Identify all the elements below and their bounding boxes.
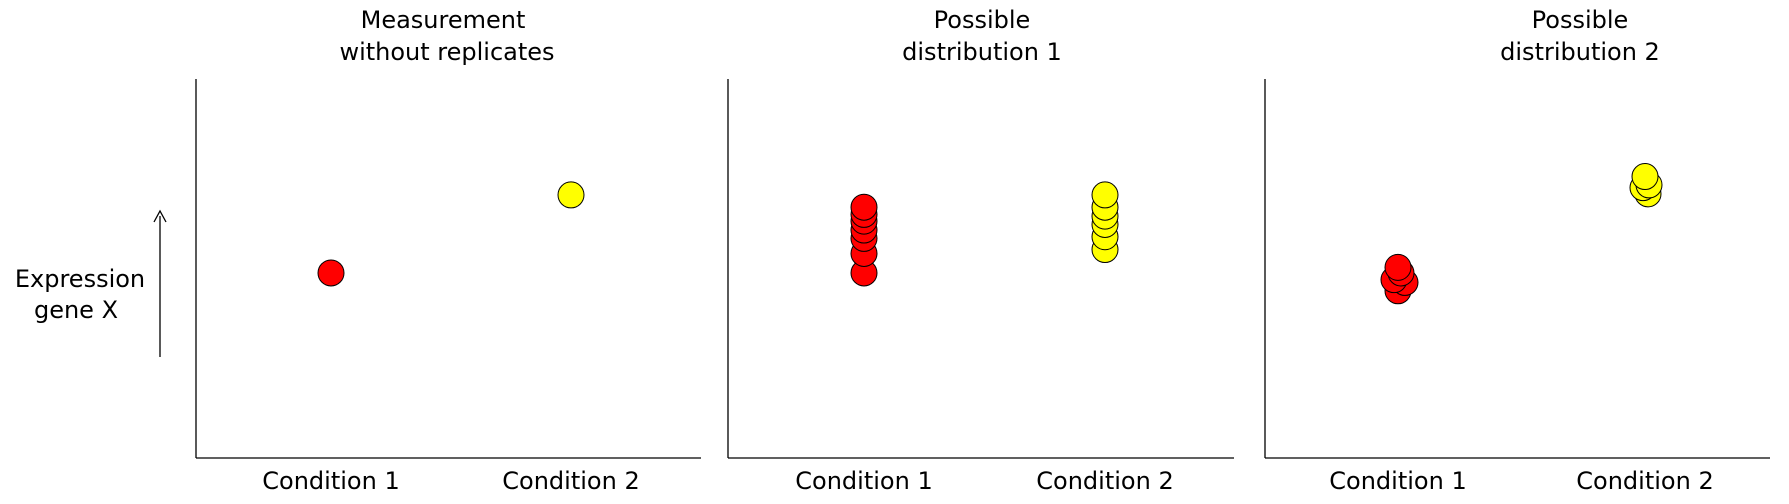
data-points (1380, 163, 1663, 305)
data-point-condition-2 (557, 181, 585, 209)
x-tick-label-condition-2: Condition 2 (502, 467, 639, 495)
x-tick-label-condition-2: Condition 2 (1576, 467, 1713, 495)
y-axis-label-line-2: gene X (34, 296, 118, 324)
x-tick-label-condition-2: Condition 2 (1036, 467, 1173, 495)
panel-measurement-without-replicates: Measurement without replicates Condition… (195, 6, 701, 495)
panel-title-line-2: distribution 2 (1500, 38, 1660, 66)
panel-title-line-1: Possible (934, 6, 1031, 34)
x-tick-label-condition-1: Condition 1 (1329, 467, 1466, 495)
data-point-condition-1 (1384, 253, 1412, 281)
x-tick-label-condition-1: Condition 1 (795, 467, 932, 495)
panel-possible-distribution-1: Possible distribution 1 Condition 1 Cond… (727, 6, 1234, 495)
panel-possible-distribution-2: Possible distribution 2 Condition 1 Cond… (1264, 6, 1770, 495)
data-points (317, 181, 585, 287)
x-tick-label-condition-1: Condition 1 (262, 467, 399, 495)
data-point-condition-2 (1631, 163, 1659, 191)
panel-title-line-2: without replicates (339, 38, 554, 66)
data-point-condition-1 (317, 259, 345, 287)
panel-title-line-1: Possible (1532, 6, 1629, 34)
data-point-condition-1 (850, 193, 878, 221)
panel-title-line-1: Measurement (361, 6, 526, 34)
data-point-condition-2 (1091, 181, 1119, 209)
panel-title-line-2: distribution 1 (902, 38, 1062, 66)
data-points (850, 181, 1119, 287)
y-axis-label-line-1: Expression (15, 265, 145, 293)
y-axis-arrow-head-icon (153, 209, 167, 223)
y-axis-annotation: Expression gene X (15, 209, 167, 357)
